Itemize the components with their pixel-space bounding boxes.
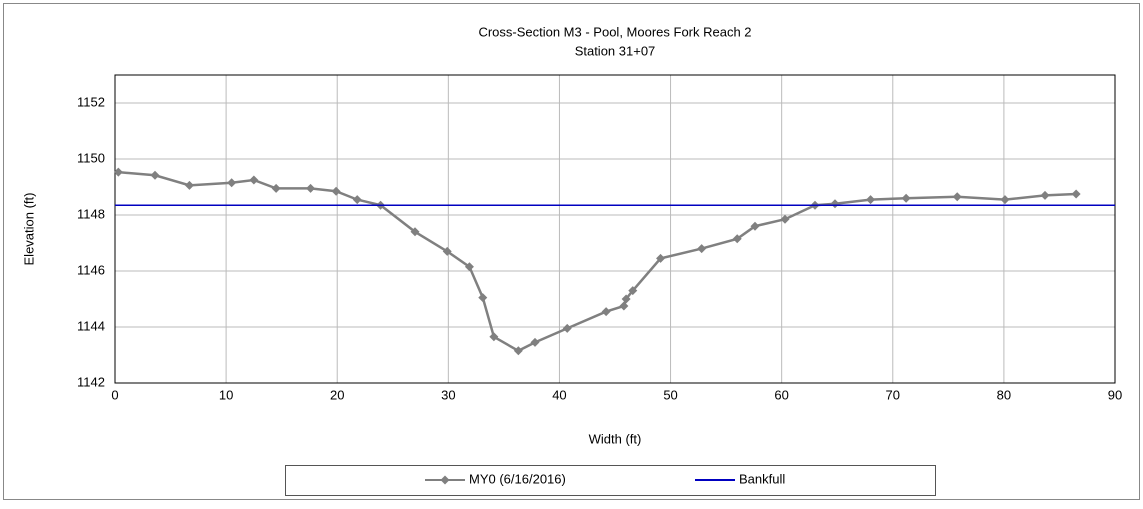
point-marker bbox=[113, 167, 123, 177]
point-marker bbox=[331, 186, 341, 196]
point-marker bbox=[619, 301, 629, 311]
point-marker bbox=[830, 199, 840, 209]
point-marker bbox=[601, 307, 611, 317]
point-marker bbox=[352, 195, 362, 205]
legend-label: Bankfull bbox=[739, 471, 785, 486]
point-marker bbox=[478, 293, 488, 303]
x-tick-label: 0 bbox=[111, 387, 118, 402]
x-tick-label: 40 bbox=[552, 387, 566, 402]
x-tick-label: 80 bbox=[997, 387, 1011, 402]
chart-title: Cross-Section M3 - Pool, Moores Fork Rea… bbox=[478, 24, 751, 39]
y-tick-label: 1144 bbox=[77, 318, 105, 333]
x-tick-label: 10 bbox=[219, 387, 233, 402]
point-marker bbox=[410, 227, 420, 237]
y-tick-label: 1152 bbox=[77, 94, 105, 109]
point-marker bbox=[621, 294, 631, 304]
x-tick-label: 30 bbox=[441, 387, 455, 402]
x-tick-label: 60 bbox=[774, 387, 788, 402]
chart-subtitle: Station 31+07 bbox=[575, 43, 656, 58]
point-marker bbox=[442, 246, 452, 256]
point-marker bbox=[952, 192, 962, 202]
point-marker bbox=[227, 178, 237, 188]
point-marker bbox=[628, 286, 638, 296]
point-marker bbox=[306, 183, 316, 193]
legend-marker bbox=[440, 475, 450, 485]
point-marker bbox=[866, 195, 876, 205]
point-marker bbox=[732, 234, 742, 244]
point-marker bbox=[150, 170, 160, 180]
point-marker bbox=[901, 193, 911, 203]
point-marker bbox=[562, 323, 572, 333]
point-marker bbox=[184, 180, 194, 190]
y-axis-label: Elevation (ft) bbox=[21, 193, 36, 266]
point-marker bbox=[530, 337, 540, 347]
y-tick-label: 1146 bbox=[77, 262, 105, 277]
point-marker bbox=[780, 214, 790, 224]
point-marker bbox=[750, 221, 760, 231]
chart-border bbox=[3, 3, 1140, 500]
point-marker bbox=[656, 253, 666, 263]
point-marker bbox=[271, 183, 281, 193]
y-tick-label: 1148 bbox=[77, 206, 105, 221]
point-marker bbox=[697, 244, 707, 254]
legend-box bbox=[285, 465, 936, 496]
plot-border bbox=[114, 74, 1116, 384]
point-marker bbox=[489, 332, 499, 342]
y-tick-label: 1142 bbox=[77, 374, 105, 389]
x-tick-label: 90 bbox=[1108, 387, 1122, 402]
point-marker bbox=[1071, 189, 1081, 199]
x-tick-label: 50 bbox=[663, 387, 677, 402]
y-tick-label: 1150 bbox=[77, 150, 105, 165]
point-marker bbox=[464, 262, 474, 272]
point-marker bbox=[249, 175, 259, 185]
x-tick-label: 20 bbox=[330, 387, 344, 402]
legend-label: MY0 (6/16/2016) bbox=[469, 471, 566, 486]
x-axis-label: Width (ft) bbox=[589, 431, 642, 446]
point-marker bbox=[1040, 190, 1050, 200]
x-tick-label: 70 bbox=[886, 387, 900, 402]
point-marker bbox=[513, 346, 523, 356]
point-marker bbox=[1000, 195, 1010, 205]
